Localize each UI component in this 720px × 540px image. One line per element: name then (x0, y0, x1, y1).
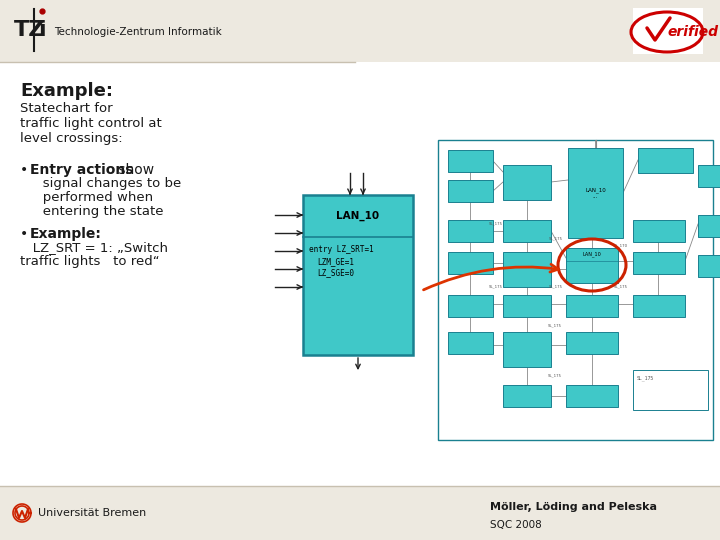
Text: •: • (20, 163, 28, 177)
Text: LZM_GE=1: LZM_GE=1 (317, 257, 354, 266)
Bar (633, 370, 708, 410)
Text: TZ: TZ (14, 20, 45, 40)
Text: level crossings:: level crossings: (20, 132, 122, 145)
Text: SL_175: SL_175 (637, 375, 654, 381)
Text: LZ_SGE=0: LZ_SGE=0 (317, 268, 354, 277)
FancyBboxPatch shape (503, 332, 551, 367)
Bar (0, 0, 720, 62)
Text: traffic light control at: traffic light control at (20, 117, 162, 130)
Text: SL_175: SL_175 (489, 221, 503, 225)
Text: Universität Bremen: Universität Bremen (38, 508, 146, 518)
Text: entering the state: entering the state (30, 205, 163, 218)
Text: i: i (38, 20, 45, 40)
FancyBboxPatch shape (448, 332, 493, 354)
Text: SQC 2008: SQC 2008 (490, 520, 541, 530)
FancyBboxPatch shape (448, 180, 493, 202)
Text: Technologie-Zentrum Informatik: Technologie-Zentrum Informatik (54, 27, 222, 37)
Text: LAN_10
...: LAN_10 ... (585, 187, 606, 199)
Text: •: • (20, 227, 28, 241)
Text: SL_170: SL_170 (614, 243, 628, 247)
FancyBboxPatch shape (633, 252, 685, 274)
FancyBboxPatch shape (698, 215, 720, 237)
FancyBboxPatch shape (633, 295, 685, 317)
FancyBboxPatch shape (568, 148, 623, 238)
Bar (438, 140, 713, 440)
FancyBboxPatch shape (566, 248, 618, 283)
Text: SL_175: SL_175 (549, 236, 563, 240)
FancyBboxPatch shape (448, 150, 493, 172)
FancyBboxPatch shape (448, 252, 493, 274)
Bar (633, 8, 703, 54)
Text: SL_175: SL_175 (614, 284, 628, 288)
Text: performed when: performed when (30, 191, 153, 204)
FancyBboxPatch shape (566, 332, 618, 354)
Text: Example:: Example: (30, 227, 102, 241)
Text: SL_175: SL_175 (549, 284, 563, 288)
Text: LZ_SRT = 1: „Switch: LZ_SRT = 1: „Switch (20, 241, 168, 254)
FancyBboxPatch shape (503, 385, 551, 407)
Text: SL_175: SL_175 (548, 373, 562, 377)
FancyBboxPatch shape (448, 295, 493, 317)
Text: signal changes to be: signal changes to be (30, 177, 181, 190)
FancyBboxPatch shape (698, 255, 720, 277)
Text: LAN_10: LAN_10 (582, 251, 601, 257)
FancyBboxPatch shape (303, 195, 413, 355)
Text: entry LZ_SRT=1: entry LZ_SRT=1 (309, 245, 374, 254)
Text: show: show (114, 163, 154, 177)
FancyBboxPatch shape (566, 295, 618, 317)
Text: traffic lights   to red“: traffic lights to red“ (20, 255, 160, 268)
FancyBboxPatch shape (448, 220, 493, 242)
FancyBboxPatch shape (633, 220, 685, 242)
FancyBboxPatch shape (503, 220, 551, 242)
Text: Example:: Example: (20, 82, 113, 100)
Text: Entry actions: Entry actions (30, 163, 133, 177)
FancyBboxPatch shape (638, 148, 693, 173)
Text: LAN_10: LAN_10 (336, 211, 379, 221)
Text: SL_175: SL_175 (489, 284, 503, 288)
Bar (0, 486, 720, 540)
Text: Statechart for: Statechart for (20, 102, 112, 115)
FancyBboxPatch shape (503, 165, 551, 200)
FancyBboxPatch shape (503, 252, 551, 287)
FancyBboxPatch shape (698, 165, 720, 187)
FancyBboxPatch shape (503, 295, 551, 317)
Text: Möller, Löding and Peleska: Möller, Löding and Peleska (490, 502, 657, 511)
Text: erified: erified (667, 25, 718, 39)
Text: SL_175: SL_175 (548, 323, 562, 327)
FancyBboxPatch shape (566, 385, 618, 407)
